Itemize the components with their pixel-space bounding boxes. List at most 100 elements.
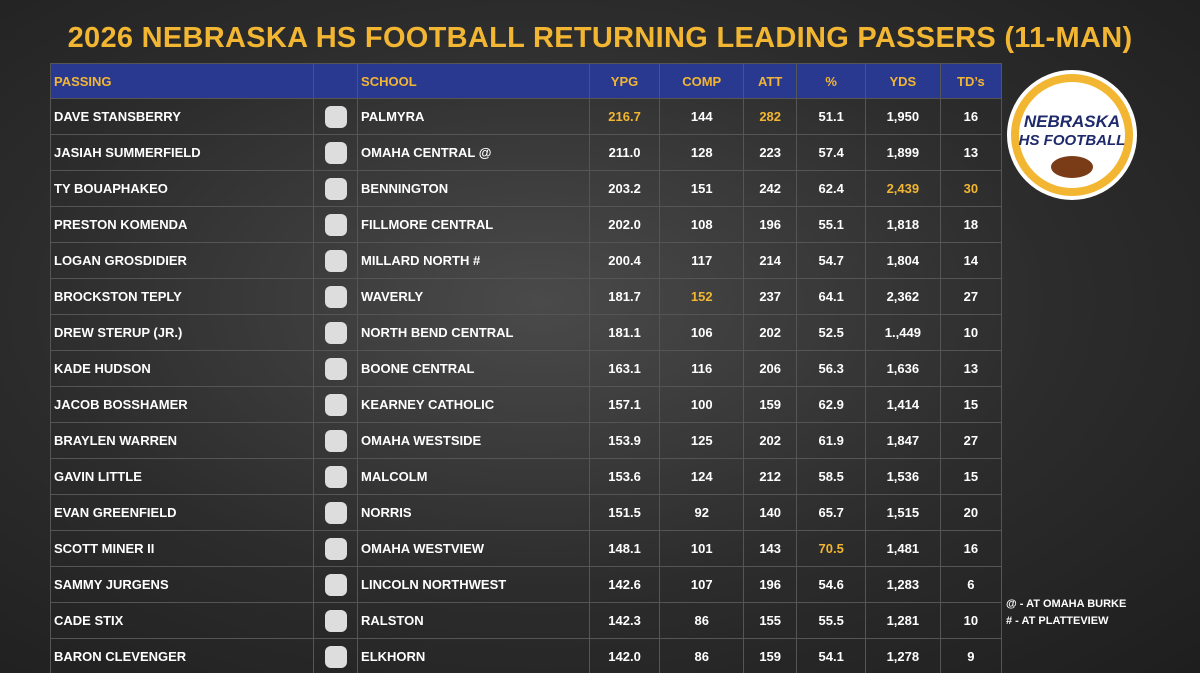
stat-cell: 153.9 [588, 422, 661, 459]
header-cell: TD’s [939, 63, 1003, 99]
footnote: # - AT PLATTEVIEW [1006, 615, 1109, 627]
stat-cell: 1,804 [864, 242, 941, 279]
player-name: DREW STERUP (JR.) [49, 314, 315, 351]
stat-cell: 6 [939, 566, 1003, 603]
stat-cell: 148.1 [588, 530, 661, 567]
table-body: DAVE STANSBERRY PALMYRA 216.7 144 282 51.1 1,9… [49, 98, 1003, 673]
stat-cell: 70.5 [796, 530, 866, 567]
logo-cell [313, 566, 359, 603]
stat-cell: 1,281 [864, 602, 941, 639]
logo-cell [313, 638, 359, 673]
row: DREW STERUP (JR.) NORTH BEND CENTRAL 181.1… [49, 314, 1003, 351]
stat-cell: 2,362 [864, 278, 941, 315]
stat-cell: 55.5 [796, 602, 866, 639]
school-logo [324, 105, 347, 128]
stat-cell: 237 [742, 278, 798, 315]
row: SCOTT MINER II OMAHA WESTVIEW 148.1 101 143 7… [49, 530, 1003, 567]
stat-cell: 62.4 [796, 170, 866, 207]
stat-cell: 92 [659, 494, 744, 531]
school-logo [324, 429, 347, 452]
stat-cell: 151.5 [588, 494, 661, 531]
player-name: SCOTT MINER II [49, 530, 315, 567]
school-logo [324, 537, 347, 560]
school-logo [324, 645, 347, 668]
stat-cell: 125 [659, 422, 744, 459]
stat-cell: 144 [659, 98, 744, 135]
school-logo [324, 177, 347, 200]
logo-line1: NEBRASKA [1023, 112, 1121, 131]
stat-cell: 15 [939, 386, 1003, 423]
stat-cell: 52.5 [796, 314, 866, 351]
stat-cell: 155 [742, 602, 798, 639]
stat-cell: 202 [742, 422, 798, 459]
school-logo [324, 249, 347, 272]
school-name: OMAHA WESTVIEW [357, 530, 590, 567]
row: JACOB BOSSHAMER KEARNEY CATHOLIC 157.1 100 1… [49, 386, 1003, 423]
header-cell: COMP [659, 63, 744, 99]
stat-cell: 54.1 [796, 638, 866, 673]
stat-cell: 124 [659, 458, 744, 495]
stat-cell: 1.,449 [864, 314, 941, 351]
stat-cell: 62.9 [796, 386, 866, 423]
school-name: MILLARD NORTH # [357, 242, 590, 279]
stat-cell: 1,414 [864, 386, 941, 423]
row: GAVIN LITTLE MALCOLM 153.6 124 212 58.5 1,536 1… [49, 458, 1003, 495]
stat-cell: 13 [939, 134, 1003, 171]
stat-cell: 1,481 [864, 530, 941, 567]
stat-cell: 61.9 [796, 422, 866, 459]
stat-cell: 16 [939, 530, 1003, 567]
logo-cell [313, 494, 359, 531]
school-logo [324, 321, 347, 344]
stat-cell: 100 [659, 386, 744, 423]
row: JASIAH SUMMERFIELD OMAHA CENTRAL @211.0 12… [49, 134, 1003, 171]
player-name: CADE STIX [49, 602, 315, 639]
school-name: FILLMORE CENTRAL [357, 206, 590, 243]
school-logo [324, 393, 347, 416]
title: 2026 NEBRASKA HS FOOTBALL RETURNING LEAD… [67, 22, 1133, 54]
header-cell: PASSING [49, 63, 315, 99]
logo-cell [313, 602, 359, 639]
stat-cell: 140 [742, 494, 798, 531]
stat-cell: 18 [939, 206, 1003, 243]
header-cell: YDS [864, 63, 941, 99]
stat-cell: 206 [742, 350, 798, 387]
passing-table: PASSING SCHOOL YPG COMP ATT% YDS TD’s DAVE STAN… [49, 63, 1003, 673]
stat-cell: 202.0 [588, 206, 661, 243]
logo-cell [313, 134, 359, 171]
stat-cell: 216.7 [588, 98, 661, 135]
row: BARON CLEVENGER ELKHORN 142.0 86 159 54.1 1,27… [49, 638, 1003, 673]
player-name: BRAYLEN WARREN [49, 422, 315, 459]
school-name: OMAHA CENTRAL @ [357, 134, 590, 171]
stat-cell: 143 [742, 530, 798, 567]
school-name: MALCOLM [357, 458, 590, 495]
player-name: BARON CLEVENGER [49, 638, 315, 673]
stat-cell: 212 [742, 458, 798, 495]
school-name: BENNINGTON [357, 170, 590, 207]
player-name: TY BOUAPHAKEO [49, 170, 315, 207]
stat-cell: 142.3 [588, 602, 661, 639]
stat-cell: 1,847 [864, 422, 941, 459]
player-name: EVAN GREENFIELD [49, 494, 315, 531]
stat-cell: 117 [659, 242, 744, 279]
logo-cell [313, 170, 359, 207]
stat-cell: 56.3 [796, 350, 866, 387]
school-name: OMAHA WESTSIDE [357, 422, 590, 459]
stat-cell: 211.0 [588, 134, 661, 171]
stat-cell: 196 [742, 206, 798, 243]
stat-cell: 282 [742, 98, 798, 135]
stat-cell: 152 [659, 278, 744, 315]
player-name: BROCKSTON TEPLY [49, 278, 315, 315]
header-cell: YPG [588, 63, 661, 99]
logo-cell [313, 314, 359, 351]
stat-cell: 20 [939, 494, 1003, 531]
player-name: JACOB BOSSHAMER [49, 386, 315, 423]
stat-cell: 108 [659, 206, 744, 243]
stat-cell: 196 [742, 566, 798, 603]
school-name: WAVERLY [357, 278, 590, 315]
school-logo [324, 609, 347, 632]
stat-cell: 181.7 [588, 278, 661, 315]
row: BRAYLEN WARREN OMAHA WESTSIDE 153.9 125 202 6… [49, 422, 1003, 459]
header-cell: ATT [742, 63, 798, 99]
header-cell: % [796, 63, 866, 99]
school-logo [324, 357, 347, 380]
